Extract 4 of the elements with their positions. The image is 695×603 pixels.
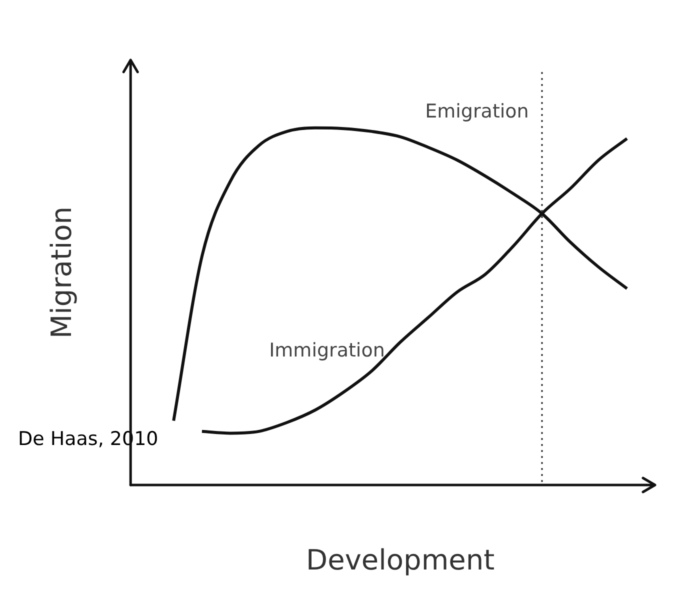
series-label: Emigration [425, 100, 529, 122]
series-label: Immigration [269, 340, 385, 362]
x-axis-title: Development [306, 543, 495, 576]
y-axis-title: Migration [45, 206, 78, 339]
